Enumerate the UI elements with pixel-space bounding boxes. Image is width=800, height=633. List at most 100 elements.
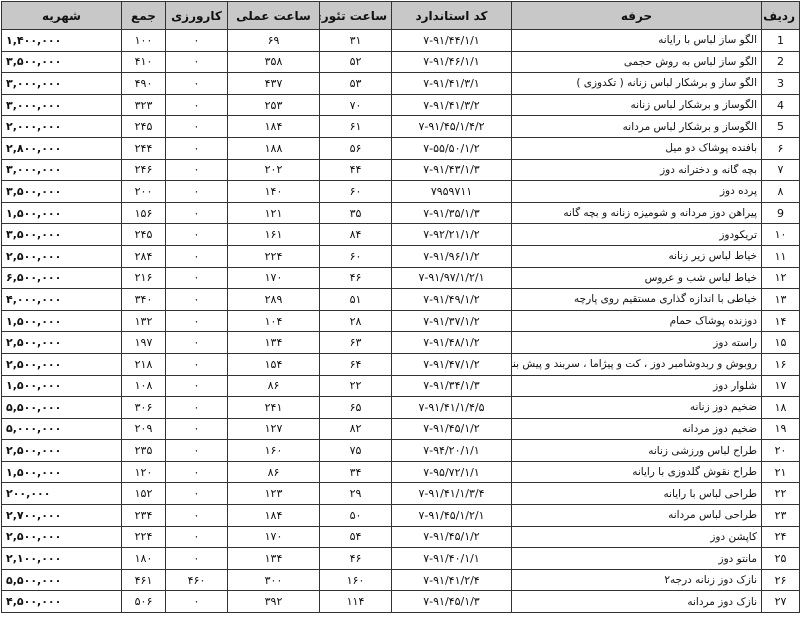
table-row: 2 الگو ساز لباس به روش حجمی ۷-۹۱/۴۶/۱/۱ ۵۲ ۳… (1, 50, 800, 74)
table-cell: ۴۴ (319, 158, 392, 182)
table-cell: ۷-۹۱/۴۵/۱/۴/۲ (391, 115, 512, 138)
table-row: ۱۲ خیاط لباس شب و عروس ۷-۹۱/۹۷/۱/۲/۱ ۴۶ ۱۷۰ ۰… (1, 266, 800, 290)
table-cell: ۷-۹۱/۴۱/۱/۴/۵ (391, 396, 512, 419)
table-cell: کاپشن دوز (511, 525, 762, 549)
table-cell: ۲۱۸ (121, 352, 166, 376)
table-cell: ۰ (165, 504, 228, 527)
header-cell: ساعت تئوری (319, 1, 392, 30)
table-cell: ۳۵۸ (227, 50, 320, 74)
table-cell: ۰ (165, 374, 228, 398)
table-cell: ۴,۵۰۰,۰۰۰ (1, 590, 122, 614)
header-cell: کارورزی (165, 1, 228, 30)
table-cell: ۵۳ (319, 72, 392, 95)
header-cell: کد استاندارد (391, 1, 512, 30)
table-cell: بچه گانه و دخترانه دوز (511, 158, 762, 182)
table-cell: ۰ (165, 439, 228, 462)
table-cell: ۷-۹۱/۴۵/۱/۳ (391, 590, 512, 614)
table-cell: ۱۲۱ (227, 201, 320, 225)
table-cell: ۱۳ (761, 288, 800, 311)
table-row: ۱۴ دوزنده پوشاک حمام ۷-۹۱/۳۷/۱/۲ ۲۸ ۱۰۴ ۰ ۱۳۲ ۱… (1, 309, 800, 333)
table-cell: ۲۳۵ (121, 439, 166, 462)
table-cell: ۶۴ (319, 352, 392, 376)
table-cell: ۵۲ (319, 50, 392, 74)
table-cell: ۱۰۰ (121, 29, 166, 52)
table-cell: ۲۵ (761, 547, 800, 570)
table-cell: ۰ (165, 590, 228, 614)
table-cell: ۲۹ (319, 482, 392, 506)
table-cell: ۰ (165, 331, 228, 354)
table-cell: ۱۷۰ (227, 525, 320, 549)
table-cell: ۱۸۰ (121, 547, 166, 570)
table-cell: ۲۳ (761, 504, 800, 527)
table-cell: ۰ (165, 525, 228, 549)
table-cell: ۰ (165, 29, 228, 52)
header-cell: حرفه (511, 1, 762, 30)
table-cell: ۱,۵۰۰,۰۰۰ (1, 201, 122, 225)
table-cell: ۲۴۱ (227, 396, 320, 419)
table-cell: ۷-۹۱/۴۶/۱/۱ (391, 50, 512, 74)
table-row: ۲۳ طراحی لباس مردانه ۷-۹۱/۴۵/۱/۲/۱ ۵۰ ۱۸۴ ۰ ۲۳… (1, 504, 800, 527)
table-cell: 1 (761, 29, 800, 52)
table-cell: ۱۰ (761, 223, 800, 246)
table-row: ۱۵ راسته دوز ۷-۹۱/۴۸/۱/۲ ۶۳ ۱۳۴ ۰ ۱۹۷ ۲,۵۰۰,۰۰۰ (1, 331, 800, 354)
table-cell: ۳۴۰ (121, 288, 166, 311)
table-cell: ۳۰۶ (121, 396, 166, 419)
table-cell: پیراهن دوز مردانه و شومیزه زنانه و بچه گ… (511, 201, 762, 225)
table-cell: ۰ (165, 396, 228, 419)
table-cell: ۱۰۸ (121, 374, 166, 398)
table-cell: ۷-۹۱/۳۴/۱/۳ (391, 374, 512, 398)
table-row: ۸ پرده دوز ۷۹۵۹۷۱۱ ۶۰ ۱۴۰ ۰ ۲۰۰ ۳,۵۰۰,۰۰۰ (1, 180, 800, 203)
table-cell: ۲,۵۰۰,۰۰۰ (1, 244, 122, 268)
table-cell: ۰ (165, 482, 228, 506)
table-cell: ۴۶۰ (165, 568, 228, 592)
table-row: ۱۳ خیاطی با اندازه گذاری مستقیم روی پارچه… (1, 288, 800, 311)
table-cell: ۵۶ (319, 136, 392, 160)
table-cell: الگو ساز و برشکار لباس زنانه ( تکدوزی ) (511, 72, 762, 95)
table-cell: ۱۵۶ (121, 201, 166, 225)
table-cell: نازک دوز مردانه (511, 590, 762, 614)
table-cell: ۱۱ (761, 244, 800, 268)
table-cell: ۰ (165, 50, 228, 74)
table-cell: الگو ساز لباس به روش حجمی (511, 50, 762, 74)
table-cell: ۲,۵۰۰,۰۰۰ (1, 331, 122, 354)
table-cell: ۲۲ (319, 374, 392, 398)
table-cell: ۷-۹۱/۴۱/۳/۱ (391, 72, 512, 95)
table-cell: ۷-۹۱/۳۷/۱/۲ (391, 309, 512, 333)
table-cell: ۳۹۲ (227, 590, 320, 614)
table-cell: ۵۰ (319, 504, 392, 527)
table-cell: ۱۰۴ (227, 309, 320, 333)
table-cell: ۵,۰۰۰,۰۰۰ (1, 417, 122, 441)
table-cell: ۲۸۹ (227, 288, 320, 311)
table-cell: الگوساز و برشکار لباس زنانه (511, 93, 762, 117)
table-cell: ۷-۹۵/۷۲/۱/۱ (391, 460, 512, 484)
table-cell: ۱۳۴ (227, 331, 320, 354)
table-cell: ۰ (165, 417, 228, 441)
table-row: 4 الگوساز و برشکار لباس زنانه ۷-۹۱/۴۱/۳/۲ ۷… (1, 93, 800, 117)
table-row: ۶ بافنده پوشاک دو میل ۷-۵۵/۵۰/۱/۲ ۵۶ ۱۸۸ ۰ ۲۴۴… (1, 136, 800, 160)
table-cell: 3 (761, 72, 800, 95)
table-cell: ۲۱ (761, 460, 800, 484)
table-cell: ۱۶۰ (227, 439, 320, 462)
table-cell: ۷ (761, 158, 800, 182)
table-cell: ۲,۱۰۰,۰۰۰ (1, 547, 122, 570)
table-row: 1 الگو ساز لباس با رایانه ۷-۹۱/۴۴/۱/۱ ۳۱ ۶۹ ۰… (1, 29, 800, 52)
table-cell: ۳۵ (319, 201, 392, 225)
table-cell: ۰ (165, 266, 228, 290)
table-cell: ۱,۴۰۰,۰۰۰ (1, 29, 122, 52)
table-cell: ۶ (761, 136, 800, 160)
table-cell: ۳,۰۰۰,۰۰۰ (1, 158, 122, 182)
table-cell: ۵,۵۰۰,۰۰۰ (1, 568, 122, 592)
table-cell: ۲۱۶ (121, 266, 166, 290)
table-cell: 4 (761, 93, 800, 117)
table-cell: ۱۵۲ (121, 482, 166, 506)
table-cell: ۲۶ (761, 568, 800, 592)
table-cell: ۶۰ (319, 244, 392, 268)
table-row: ۱۰ تریکودوز ۷-۹۲/۲۱/۱/۲ ۸۴ ۱۶۱ ۰ ۲۴۵ ۳,۵۰۰,۰۰۰ (1, 223, 800, 246)
table-cell: ۴۶۱ (121, 568, 166, 592)
table-row: ۲۵ مانتو دوز ۷-۹۱/۴۰/۱/۱ ۴۶ ۱۳۴ ۰ ۱۸۰ ۲,۱۰۰,۰۰۰ (1, 547, 800, 570)
table-cell: خیاط لباس شب و عروس (511, 266, 762, 290)
table-cell: ۷-۹۱/۴۱/۱/۳/۴ (391, 482, 512, 506)
table-cell: طراح لباس ورزشی زنانه (511, 439, 762, 462)
